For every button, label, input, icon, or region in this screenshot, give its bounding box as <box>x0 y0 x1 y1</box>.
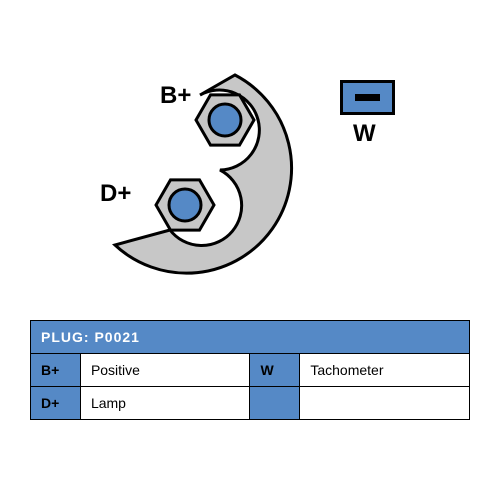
pin-code: W <box>250 354 300 387</box>
pin-desc: Positive <box>80 354 250 387</box>
label-b-plus: B+ <box>160 82 191 110</box>
pin-desc: Tachometer <box>300 354 470 387</box>
pin-code <box>250 387 300 420</box>
terminal-b-plus <box>196 95 254 145</box>
w-connector-slot <box>355 94 380 101</box>
label-d-plus: D+ <box>100 180 131 208</box>
table-row: B+ Positive W Tachometer <box>31 354 470 387</box>
w-connector <box>340 80 395 115</box>
pin-desc <box>300 387 470 420</box>
terminal-d-plus <box>156 180 214 230</box>
plug-body-svg <box>0 0 500 310</box>
pin-table: PLUG: P0021 B+ Positive W Tachometer D+ … <box>30 320 470 420</box>
table-header-row: PLUG: P0021 <box>31 321 470 354</box>
table-row: D+ Lamp <box>31 387 470 420</box>
pin-code: D+ <box>31 387 81 420</box>
pin-desc: Lamp <box>80 387 250 420</box>
pin-code: B+ <box>31 354 81 387</box>
table-header: PLUG: P0021 <box>31 321 470 354</box>
label-w: W <box>353 120 376 148</box>
connector-diagram: B+ D+ W <box>0 0 500 310</box>
